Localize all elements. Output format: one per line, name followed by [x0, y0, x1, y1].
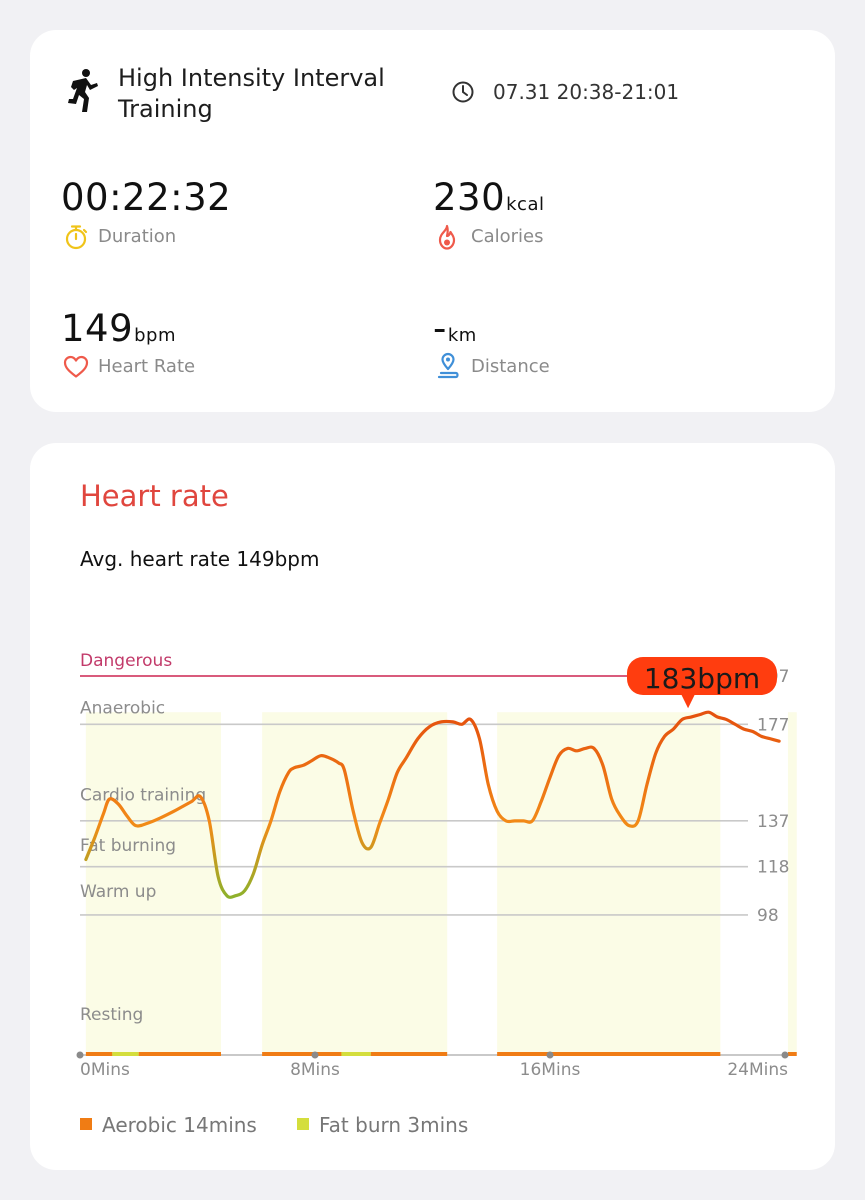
legend-fat-burn-label: Fat burn 3mins [319, 1113, 469, 1137]
x-tick-label: 24Mins [727, 1060, 788, 1080]
legend-aerobic-swatch [80, 1118, 92, 1130]
workout-summary-card: High Intensity Interval Training 07.31 2… [30, 30, 835, 412]
location-pin-icon [437, 352, 459, 379]
activity-bar-segment [341, 1052, 371, 1056]
activity-bar-segment [787, 1052, 797, 1056]
x-tick-dot [311, 1051, 319, 1059]
activity-bar-segment [497, 1052, 721, 1056]
calories-value: 230 [433, 176, 506, 219]
heart-rate-value: 149 [61, 307, 134, 350]
y-tick-label: 137 [757, 812, 789, 832]
flame-icon [438, 224, 456, 250]
zone-label: Warm up [80, 882, 156, 902]
activity-band-3 [787, 712, 797, 1055]
activity-band-0 [85, 712, 221, 1055]
stopwatch-icon [65, 225, 88, 250]
distance-stat: -km [433, 307, 477, 350]
calories-label: Calories [471, 226, 544, 247]
y-tick-label: 177 [757, 715, 789, 735]
distance-unit: km [447, 325, 477, 346]
avg-heart-rate-text: Avg. heart rate 149bpm [80, 547, 320, 571]
clock-icon [452, 81, 474, 103]
zone-label: Dangerous [80, 651, 172, 671]
activity-bar-segment [370, 1052, 448, 1056]
duration-value: 00:22:32 [61, 176, 232, 219]
heart-rate-card-title: Heart rate [80, 479, 229, 513]
heart-rate-card: Heart rate Avg. heart rate 149bpm 197177… [30, 443, 835, 1170]
y-tick-label: 118 [757, 858, 789, 878]
x-tick-dot [76, 1051, 84, 1059]
duration-label: Duration [98, 226, 177, 247]
activity-band-2 [497, 712, 721, 1055]
peak-tooltip-bubble [627, 657, 777, 695]
activity-band-1 [262, 712, 448, 1055]
heart-rate-label: Heart Rate [98, 356, 196, 377]
distance-value: - [433, 307, 447, 350]
peak-tooltip-pointer [681, 694, 696, 709]
heart-rate-unit: bpm [134, 325, 177, 346]
legend-aerobic-label: Aerobic 14mins [102, 1113, 257, 1137]
activity-bar-segment [138, 1052, 221, 1056]
workout-title-line2: Training [118, 95, 213, 123]
activity-bar-segment [112, 1052, 139, 1056]
y-tick-label: 98 [757, 906, 779, 926]
peak-tooltip-text: 183bpm [644, 662, 760, 695]
heart-rate-stat: 149bpm [61, 307, 176, 350]
heart-rate-chart: 19717713711898DangerousAnaerobicCardio t… [76, 651, 797, 1080]
x-tick-label: 0Mins [80, 1060, 130, 1080]
workout-title: High Intensity Interval Training [118, 63, 385, 125]
x-tick-dot [546, 1051, 554, 1059]
zone-label: Resting [80, 1005, 143, 1025]
heart-icon [63, 355, 89, 378]
heart-rate-line [84, 710, 781, 899]
zone-label: Fat burning [80, 836, 176, 856]
x-tick-dot [781, 1051, 789, 1059]
running-figure-icon [68, 69, 98, 112]
calories-stat: 230kcal [433, 176, 544, 219]
x-tick-label: 16Mins [520, 1060, 581, 1080]
activity-bar-segment [85, 1052, 113, 1056]
calories-unit: kcal [506, 194, 545, 215]
activity-bar-segment [262, 1052, 342, 1056]
legend-fat-burn-swatch [297, 1118, 309, 1130]
workout-time-range: 07.31 20:38-21:01 [493, 80, 680, 104]
distance-label: Distance [471, 356, 550, 377]
workout-title-line1: High Intensity Interval [118, 64, 385, 92]
x-tick-label: 8Mins [290, 1060, 340, 1080]
zone-label: Anaerobic [80, 698, 165, 718]
